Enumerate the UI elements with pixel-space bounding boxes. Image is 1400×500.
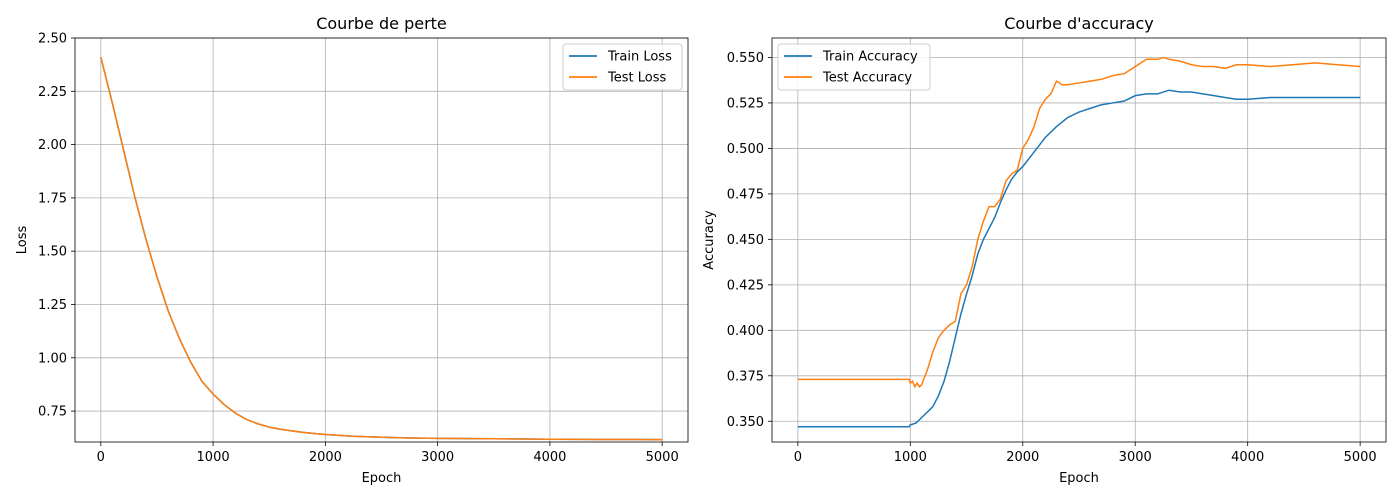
y-tick-label: 1.25 [38, 298, 67, 313]
series-line-test-loss [100, 57, 663, 441]
y-tick-label: 0.350 [727, 415, 764, 430]
x-tick-label: 5000 [646, 450, 679, 465]
chart-title: Courbe d'accuracy [1004, 14, 1154, 33]
chart-title: Courbe de perte [316, 14, 447, 33]
y-tick-label: 2.25 [38, 85, 67, 100]
x-tick-label: 4000 [533, 450, 566, 465]
y-axis-label: Accuracy [702, 210, 717, 270]
legend-label: Test Loss [607, 71, 666, 86]
y-tick-label: 1.50 [38, 245, 67, 260]
legend-label: Train Accuracy [822, 50, 918, 65]
series-line-train-loss [100, 57, 663, 441]
x-tick-label: 2000 [1006, 450, 1039, 465]
x-axis-label: Epoch [362, 471, 402, 486]
chart-2: 0 1000 2000 3000 4000 5000 0.350 0.375 0.400 0.42… [702, 14, 1387, 486]
y-tick-label: 0.500 [727, 142, 764, 157]
x-tick-label: 3000 [1119, 450, 1152, 465]
legend-label: Train Loss [607, 50, 672, 65]
y-tick-label: 0.475 [727, 187, 764, 202]
legend: Train Accuracy Test Accuracy [777, 43, 931, 91]
legend: Train Loss Test Loss [562, 43, 683, 91]
legend-label: Test Accuracy [822, 71, 912, 86]
y-tick-label: 0.375 [727, 369, 764, 384]
y-tick-label: 0.400 [727, 324, 764, 339]
chart-1: 0 1000 2000 3000 4000 5000 0.75 1.00 1.25 1.50 1.7… [15, 14, 689, 486]
x-tick-label: 1000 [894, 450, 927, 465]
x-axis-label: Epoch [1059, 471, 1099, 486]
series-line-train-accuracy [797, 89, 1361, 428]
x-tick-label: 5000 [1344, 450, 1377, 465]
y-tick-label: 2.00 [38, 138, 67, 153]
y-tick-label: 0.450 [727, 233, 764, 248]
y-tick-label: 1.00 [38, 351, 67, 366]
x-tick-label: 1000 [197, 450, 230, 465]
plot-frame [771, 37, 1387, 443]
y-tick-label: 2.50 [38, 32, 67, 47]
series-line-test-accuracy [797, 56, 1361, 389]
y-tick-label: 0.525 [727, 96, 764, 111]
y-tick-label: 1.75 [38, 191, 67, 206]
x-tick-label: 0 [97, 450, 105, 465]
x-tick-label: 2000 [309, 450, 342, 465]
x-tick-label: 4000 [1231, 450, 1264, 465]
y-tick-label: 0.550 [727, 51, 764, 66]
y-axis-label: Loss [15, 226, 30, 255]
y-tick-label: 0.75 [38, 405, 67, 420]
x-tick-label: 3000 [421, 450, 454, 465]
y-tick-label: 0.425 [727, 278, 764, 293]
plot-frame [74, 37, 689, 443]
legend-box [777, 43, 931, 91]
x-tick-label: 0 [794, 450, 802, 465]
